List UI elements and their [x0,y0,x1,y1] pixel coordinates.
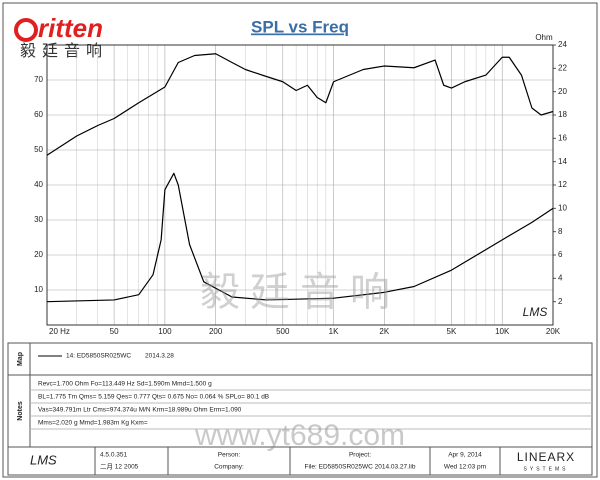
logo: ritten [38,13,103,43]
x-tick-label: 10K [495,327,510,336]
footer-brand: LINEARX [517,450,575,464]
x-tick-label: 500 [276,327,290,336]
y2-tick-label: 20 [558,87,567,96]
y2-tick-label: 8 [558,227,563,236]
y-tick-label: 70 [34,75,43,84]
footer-build: 二月 12 2005 [100,463,139,471]
footer-project: Project: [349,452,371,459]
notes-label: Notes [17,401,24,421]
y2-tick-label: 14 [558,157,567,166]
y2-tick-label: 10 [558,203,567,212]
y2-tick-label: 24 [558,40,567,49]
panel [7,342,593,476]
note-line: Vas=349.791m Ltr Cms=974.374u M/N Krm=18… [38,407,242,414]
y2-tick-label: 12 [558,180,567,189]
x-tick-label: 200 [209,327,223,336]
series-line [46,53,554,156]
y-tick-label: 50 [34,145,43,154]
y2-axis-label: Ohm [535,33,553,42]
footer-person: Person: [218,452,241,459]
y-tick-label: 60 [34,110,43,119]
x-tick-label: 1K [329,327,339,336]
footer-brand-sub: SYSTEMS [524,466,569,472]
footer-time: Wed 12:03 pm [444,464,486,471]
series-line [46,172,554,303]
y-tick-label: 10 [34,285,43,294]
watermark-cn: 毅廷音响 [200,271,400,315]
plot: 20 Hz 50 100 200 500 1K 2K 5K 10K 20K 10 20 30 40 50 60… [34,40,567,336]
x-tick-label: 5K [447,327,457,336]
note-line: BL=1.775 Tm Qms= 5.159 Qes= 0.777 Qts= 0… [38,394,269,401]
legend-date: 2014.3.28 [145,353,174,360]
logo-mark [14,18,38,42]
footer-company: Company: [214,464,244,471]
y-tick-label: 20 [34,250,43,259]
footer-version: 4.5.0.351 [100,452,127,459]
footer-app: LMS [30,452,57,467]
watermark-url: www.yt689.com [194,419,405,452]
legend-name: 14: ED5850SR025WC [66,353,131,360]
y-tick-label: 30 [34,215,43,224]
y-tick-label: 40 [34,180,43,189]
x-tick-label: 50 [110,327,119,336]
footer-file: File: ED5850SR025WC 2014.03.27.lib [305,464,416,471]
y2-tick-label: 4 [558,273,563,282]
note-line: Revc=1.700 Ohm Fo=113.449 Hz Sd=1.590m M… [38,381,212,388]
plot-frame [46,44,554,326]
x-tick-label: 100 [158,327,172,336]
note-line: Mms=2.020 g Mmd=1.983m Kg Kxm= [38,420,148,427]
x-tick-label: 20 Hz [49,327,70,336]
chart-title: SPL vs Freq [251,17,349,36]
plot-logo: LMS [523,305,548,319]
y2-tick-label: 6 [558,250,563,259]
map-label: Map [17,352,24,366]
x-tick-label: 2K [379,327,389,336]
y2-tick-label: 22 [558,63,567,72]
x-tick-label: 20K [546,327,561,336]
y2-tick-label: 2 [558,297,563,306]
y2-tick-label: 16 [558,133,567,142]
y2-tick-label: 18 [558,110,567,119]
logo-cn: 毅廷音响 [20,42,108,60]
footer-date: Apr 9, 2014 [448,452,482,459]
